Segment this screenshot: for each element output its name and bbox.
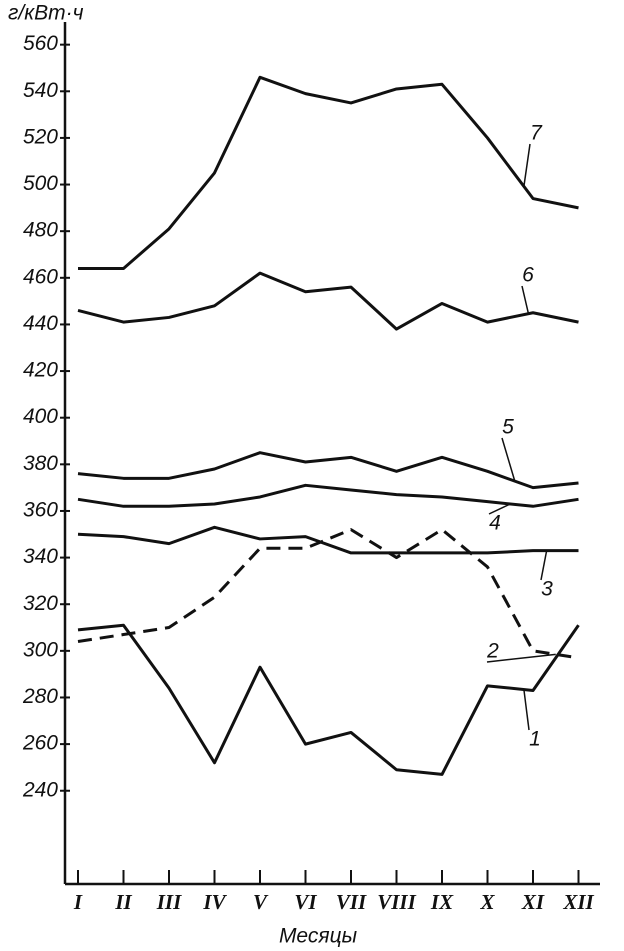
- y-tick-label: 400: [23, 405, 58, 428]
- leader-line: [486, 653, 556, 663]
- x-tick-label: III: [156, 890, 182, 914]
- x-tick-label: XI: [521, 890, 545, 914]
- y-tick-label: 320: [23, 592, 58, 615]
- leader-line: [501, 437, 516, 482]
- series-line: [77, 623, 580, 776]
- y-tick-label: 280: [22, 685, 58, 708]
- series-line: [77, 451, 579, 490]
- x-tick-label: XII: [562, 890, 594, 914]
- y-tick-label: 340: [23, 545, 58, 568]
- leader-line: [540, 550, 548, 581]
- y-tick-label: 260: [22, 732, 58, 755]
- y-tick-label: 460: [23, 265, 58, 288]
- series-label: 3: [541, 578, 553, 601]
- y-tick-label: 380: [23, 452, 58, 475]
- y-tick-label: 540: [23, 79, 58, 102]
- leader-line: [523, 689, 530, 731]
- leader-line: [488, 503, 511, 515]
- x-tick-label: II: [114, 890, 132, 914]
- y-tick-label: 500: [23, 172, 58, 195]
- x-tick-label: IV: [202, 890, 227, 914]
- y-tick-label: 300: [23, 638, 58, 661]
- x-tick-label: V: [253, 890, 269, 914]
- series-line: [78, 75, 579, 270]
- x-axis-label: Месяцы: [279, 925, 358, 948]
- leader-line: [521, 285, 530, 314]
- x-tick-label: IX: [430, 890, 454, 914]
- y-tick-label: 360: [23, 499, 58, 522]
- series-label: 2: [486, 640, 499, 663]
- series-label: 4: [489, 512, 501, 535]
- series-label: 6: [522, 264, 534, 287]
- series-line: [77, 271, 579, 331]
- y-axis-label: г/кВт·ч: [8, 2, 84, 25]
- series-label: 5: [502, 416, 514, 439]
- series-line: [77, 483, 579, 508]
- y-tick-label: 560: [23, 32, 58, 55]
- y-tick-label: 520: [23, 125, 58, 148]
- y-tick-label: 440: [23, 312, 58, 335]
- series-line: [77, 528, 579, 660]
- x-tick-label: VI: [294, 890, 317, 914]
- series-label: 7: [530, 122, 543, 145]
- x-tick-label: VIII: [377, 890, 416, 914]
- y-tick-label: 240: [22, 778, 58, 801]
- y-tick-label: 480: [23, 219, 58, 242]
- x-tick-label: VII: [336, 890, 367, 914]
- series-label: 1: [529, 728, 541, 751]
- leader-line: [523, 143, 531, 187]
- x-tick-label: I: [73, 890, 83, 914]
- series-line: [77, 525, 579, 555]
- y-tick-label: 420: [23, 359, 58, 382]
- x-tick-label: X: [479, 890, 495, 914]
